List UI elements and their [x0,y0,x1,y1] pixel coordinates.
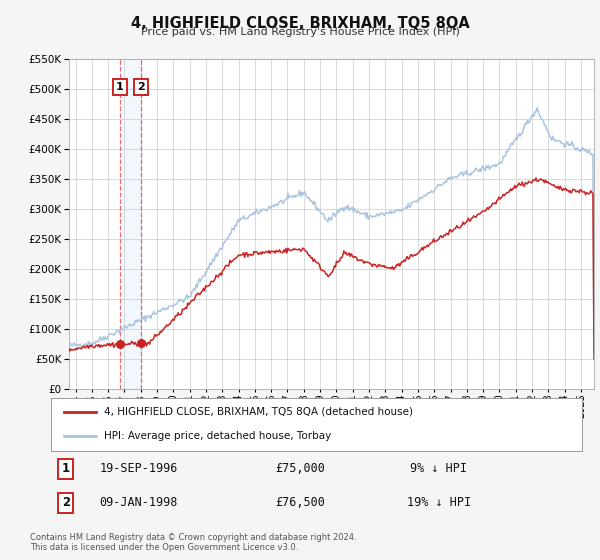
Text: 4, HIGHFIELD CLOSE, BRIXHAM, TQ5 8QA (detached house): 4, HIGHFIELD CLOSE, BRIXHAM, TQ5 8QA (de… [104,407,413,417]
Text: £75,000: £75,000 [275,462,326,475]
Text: HPI: Average price, detached house, Torbay: HPI: Average price, detached house, Torb… [104,431,331,441]
Text: 2: 2 [62,496,70,509]
Bar [120,59,141,389]
Text: This data is licensed under the Open Government Licence v3.0.: This data is licensed under the Open Gov… [30,543,298,552]
Text: 09-JAN-1998: 09-JAN-1998 [100,496,178,509]
Text: 19% ↓ HPI: 19% ↓ HPI [407,496,470,509]
Text: 2: 2 [137,82,145,92]
Text: Contains HM Land Registry data © Crown copyright and database right 2024.: Contains HM Land Registry data © Crown c… [30,533,356,542]
Text: 1: 1 [62,462,70,475]
Text: 19-SEP-1996: 19-SEP-1996 [100,462,178,475]
Text: 1: 1 [116,82,124,92]
Text: £76,500: £76,500 [275,496,326,509]
Text: 4, HIGHFIELD CLOSE, BRIXHAM, TQ5 8QA: 4, HIGHFIELD CLOSE, BRIXHAM, TQ5 8QA [131,16,469,31]
Text: Price paid vs. HM Land Registry's House Price Index (HPI): Price paid vs. HM Land Registry's House … [140,27,460,37]
Text: 9% ↓ HPI: 9% ↓ HPI [410,462,467,475]
